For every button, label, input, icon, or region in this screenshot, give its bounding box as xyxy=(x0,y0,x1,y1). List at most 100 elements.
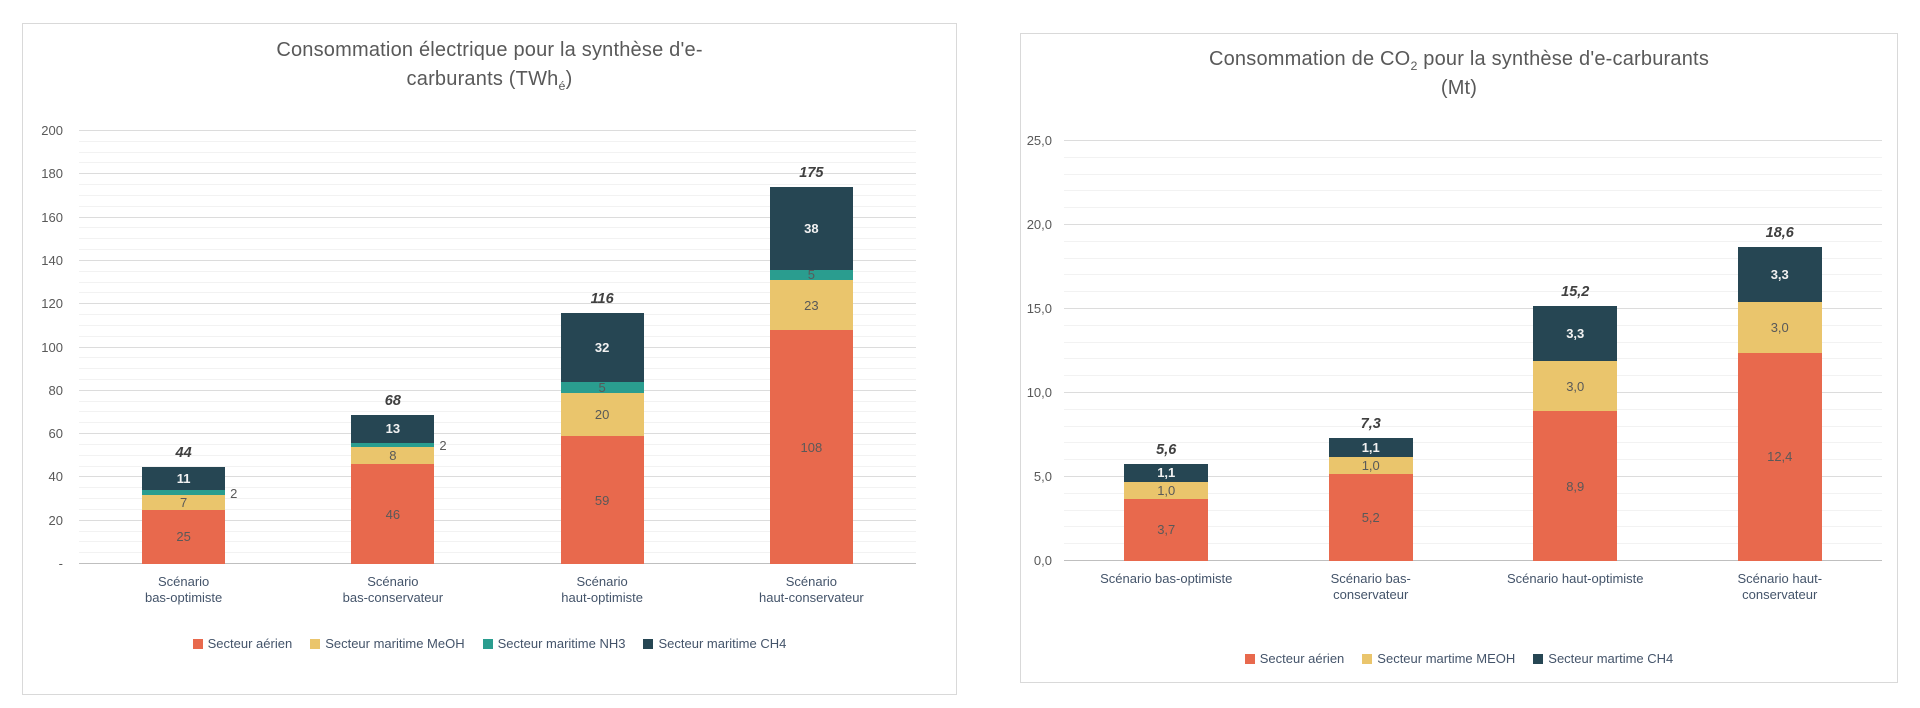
bar-segment: 8 xyxy=(351,447,435,465)
x-axis-line xyxy=(79,563,916,564)
legend-swatch xyxy=(643,638,654,649)
bar-segment: 3,0 xyxy=(1533,361,1618,412)
bar-total-label: 44 xyxy=(175,444,192,461)
segment-value-label: 5 xyxy=(598,380,606,396)
minor-gridline xyxy=(1064,492,1882,494)
minor-gridline xyxy=(1064,257,1882,259)
segment-value-label: 1,0 xyxy=(1361,457,1380,473)
chart-title-electricity: Consommation électrique pour la synthèse… xyxy=(23,37,956,94)
legend-swatch xyxy=(1362,653,1373,664)
bar-segment: 3,0 xyxy=(1737,302,1822,353)
major-gridline xyxy=(79,216,916,218)
minor-gridline xyxy=(1064,324,1882,326)
segment-value-label: 20 xyxy=(594,407,610,423)
major-gridline xyxy=(79,389,916,391)
minor-gridline xyxy=(79,238,916,240)
minor-gridline xyxy=(1064,425,1882,427)
minor-gridline xyxy=(79,324,916,326)
segment-value-label: 13 xyxy=(385,421,401,437)
minor-gridline xyxy=(1064,375,1882,377)
bar-segment: 1,0 xyxy=(1124,482,1209,499)
segment-value-label: 7 xyxy=(180,494,188,510)
card-electricity-chart: Consommation électrique pour la synthèse… xyxy=(22,23,957,695)
minor-gridline xyxy=(79,140,916,142)
y-axis-tick-label: 160 xyxy=(41,209,63,225)
legend-item: Secteur aérien xyxy=(1244,651,1345,666)
minor-gridline xyxy=(1064,358,1882,360)
legend-label: Secteur aérien xyxy=(207,636,293,651)
major-gridline xyxy=(1064,224,1882,225)
segment-value-label: 1,0 xyxy=(1157,482,1176,498)
bar-total-label: 68 xyxy=(384,392,401,409)
minor-gridline xyxy=(79,270,916,272)
bar-segment: 3,3 xyxy=(1737,246,1822,303)
bar-total-label: 5,6 xyxy=(1156,441,1177,458)
y-axis-tick-label: 60 xyxy=(48,426,63,442)
minor-gridline xyxy=(79,454,916,456)
x-axis-category-label: Scénario haut-conservateur xyxy=(1737,571,1823,602)
x-axis-category-label: Scénario bas-optimiste xyxy=(144,574,223,605)
major-gridline xyxy=(1064,140,1882,141)
x-axis-category-label: Scénario haut-conservateur xyxy=(758,574,864,605)
minor-gridline xyxy=(79,541,916,543)
segment-value-label: 12,4 xyxy=(1767,449,1793,465)
bar-segment: 5,2 xyxy=(1328,473,1413,561)
plot-area-co2: 0,0 5,0 10,0 15,0 20,0 25,0 3,7 1,0 1,1 5,6 Scénar… xyxy=(1027,133,1882,602)
legend-label: Secteur maritime NH3 xyxy=(497,636,626,651)
minor-gridline xyxy=(1064,156,1882,158)
y-axis-tick-label: 100 xyxy=(41,339,63,355)
minor-gridline xyxy=(79,400,916,402)
legend-swatch xyxy=(192,638,203,649)
major-gridline xyxy=(79,173,916,175)
minor-gridline xyxy=(1064,291,1882,293)
segment-value-label: 5 xyxy=(807,267,815,283)
major-gridline xyxy=(1064,476,1882,477)
segment-value-label: 3,3 xyxy=(1566,325,1585,341)
minor-gridline xyxy=(79,292,916,294)
minor-gridline xyxy=(1064,240,1882,242)
y-axis-tick-label: 25,0 xyxy=(1026,133,1052,148)
major-gridline xyxy=(79,519,916,521)
bar-segment: 32 xyxy=(560,312,644,383)
minor-gridline xyxy=(79,184,916,186)
segment-value-label-outside: 2 xyxy=(439,437,447,453)
major-gridline xyxy=(79,130,916,131)
legend-item: Secteur martime CH4 xyxy=(1533,651,1673,666)
major-gridline xyxy=(1064,392,1882,393)
y-axis-tick-label: 10,0 xyxy=(1026,385,1052,400)
bar-segment: 5 xyxy=(560,380,644,396)
bar-segment: 23 xyxy=(769,280,853,331)
minor-gridline xyxy=(79,281,916,283)
segment-value-label: 3,7 xyxy=(1157,522,1176,538)
major-gridline xyxy=(79,476,916,478)
y-axis-tick-label: 80 xyxy=(48,382,63,398)
segment-value-label: 59 xyxy=(594,492,610,508)
legend-label: Secteur martime CH4 xyxy=(1548,651,1674,666)
segment-value-label: 8 xyxy=(389,448,397,464)
segment-value-label: 32 xyxy=(594,340,610,355)
minor-gridline xyxy=(79,443,916,445)
bar-segment: 5 xyxy=(769,267,853,283)
minor-gridline xyxy=(1064,408,1882,410)
bar-segment: 13 xyxy=(351,414,435,443)
bar-segment: 8,9 xyxy=(1533,411,1618,561)
bar-segment: 20 xyxy=(560,392,644,437)
major-gridline xyxy=(79,346,916,348)
minor-gridline xyxy=(1064,274,1882,276)
minor-gridline xyxy=(1064,459,1882,461)
legend-electricity: Secteur aérien Secteur maritime MeOH Secte… xyxy=(23,636,956,651)
segment-value-label: 3,0 xyxy=(1770,319,1789,335)
legend-label: Secteur aérien xyxy=(1259,651,1345,666)
y-axis-tick-label: 120 xyxy=(41,296,63,312)
minor-gridline xyxy=(1064,190,1882,192)
legend-swatch xyxy=(1244,653,1255,664)
segment-value-label-outside: 2 xyxy=(230,485,238,501)
card-co2-chart: Consommation de CO2 pour la synthèse d'e… xyxy=(1020,33,1898,683)
bar-total-label: 18,6 xyxy=(1765,224,1794,241)
y-axis-tick-label: 180 xyxy=(41,166,63,182)
minor-gridline xyxy=(79,314,916,316)
minor-gridline xyxy=(1064,509,1882,511)
minor-gridline xyxy=(79,378,916,380)
x-axis-category-label: Scénario haut-optimiste xyxy=(561,574,643,605)
y-axis-tick-label: 20 xyxy=(48,512,63,528)
